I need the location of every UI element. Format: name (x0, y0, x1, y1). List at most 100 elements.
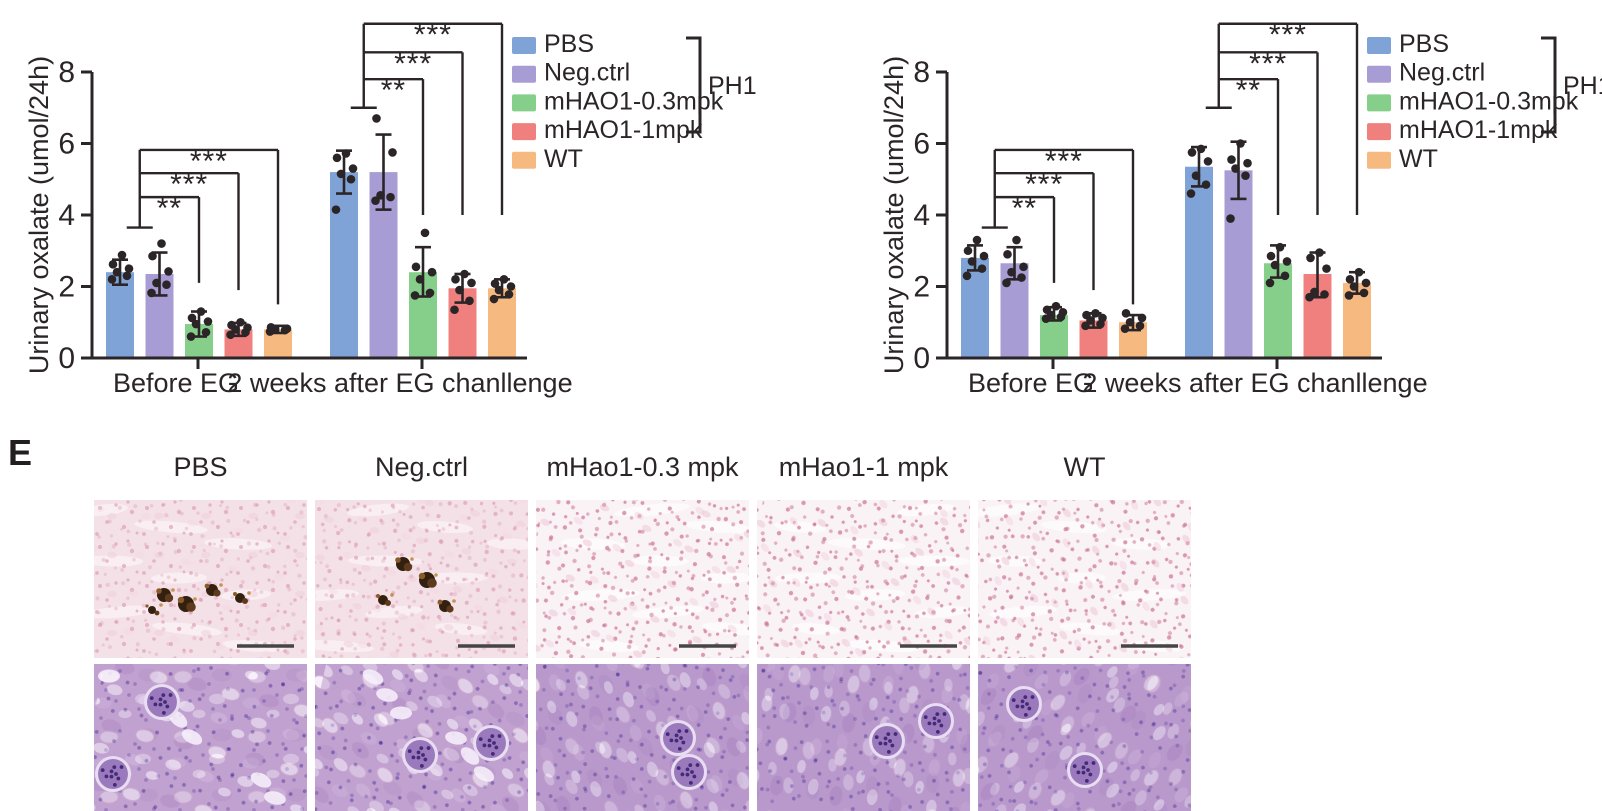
oxalate-crystal-deposits (376, 557, 456, 613)
glomerulus (660, 720, 696, 756)
glomerulus (402, 737, 438, 773)
legend-swatch-wt (1367, 151, 1391, 169)
histology-column-title-mhao1-1: mHao1-1 mpk (778, 452, 949, 482)
histology-image-he-neg-ctrl (315, 664, 528, 811)
svg-text:***: *** (1025, 168, 1063, 201)
histology-image-he-mhao1-0-3-mpk (536, 664, 749, 811)
histology-cell-bottom-1 (315, 664, 528, 811)
svg-text:6: 6 (58, 128, 75, 161)
panel-e-histology: E PBS Neg.ctrl mHao1-0.3 mpk mHao1-1 mpk… (0, 428, 1602, 811)
svg-text:0: 0 (58, 342, 75, 375)
axes (936, 70, 1382, 369)
histology-image-he-mhao1-1-mpk (757, 664, 970, 811)
svg-text:2 weeks after EG chanllenge: 2 weeks after EG chanllenge (1082, 368, 1427, 398)
legend-group-bracket-label: PH1 (1563, 72, 1602, 100)
svg-text:***: *** (190, 145, 228, 178)
svg-text:**: ** (1012, 192, 1037, 225)
histology-image-crystal-mhao1-1-mpk (757, 500, 970, 658)
glomerulus (1006, 686, 1042, 722)
histology-image-he-pbs (94, 664, 307, 811)
histology-cell-bottom-0 (94, 664, 307, 811)
glomerulus (869, 723, 905, 759)
svg-text:**: ** (1236, 74, 1261, 107)
svg-text:Neg.ctrl: Neg.ctrl (1399, 59, 1485, 87)
histology-cell-top-0 (94, 500, 307, 658)
svg-text:Before EG: Before EG (968, 368, 1094, 398)
significance-brackets (126, 22, 504, 305)
histology-cell-bottom-4 (978, 664, 1191, 811)
legend-swatch-wt (512, 151, 536, 169)
histology-column-title-pbs: PBS (173, 452, 228, 482)
legend-group-bracket (1541, 36, 1557, 134)
histology-image-crystal-mhao1-0-3-mpk (536, 500, 749, 658)
histology-column-title-negctrl: Neg.ctrl (374, 452, 469, 482)
legend-swatch-neg-ctrl (1367, 65, 1391, 83)
svg-text:2: 2 (58, 271, 75, 304)
svg-text:mHAO1-1mpk: mHAO1-1mpk (1399, 116, 1558, 144)
svg-text:***: *** (1249, 47, 1287, 80)
histology-image-crystal-wt (978, 500, 1191, 658)
histology-image-crystal-neg-ctrl (315, 500, 528, 658)
svg-text:**: ** (157, 192, 182, 225)
histology-cell-top-3 (757, 500, 970, 658)
svg-text:2 weeks after EG chanllenge: 2 weeks after EG chanllenge (227, 368, 572, 398)
histology-cell-bottom-2 (536, 664, 749, 811)
svg-text:***: *** (394, 47, 432, 80)
significance-labels: **************** (157, 19, 452, 225)
histology-image-crystal-pbs (94, 500, 307, 658)
legend-swatch-pbs (1367, 37, 1391, 54)
svg-text:PBS: PBS (1399, 30, 1449, 58)
svg-text:***: *** (1045, 145, 1083, 178)
histology-column-title-mhao1-03: mHao1-0.3 mpk (546, 452, 739, 482)
svg-text:0: 0 (913, 342, 930, 375)
svg-text:2: 2 (913, 271, 930, 304)
data-points (107, 114, 516, 341)
glomerulus (918, 703, 954, 739)
glomerulus (1067, 752, 1103, 788)
panel-e-label: E (8, 432, 33, 473)
glomerulus (144, 684, 180, 720)
histology-image-he-wt (978, 664, 1191, 811)
svg-text:***: *** (1269, 19, 1307, 52)
histology-cell-top-2 (536, 500, 749, 658)
svg-text:4: 4 (58, 199, 75, 232)
svg-text:Before EG: Before EG (113, 368, 239, 398)
significance-brackets (981, 22, 1359, 305)
oxalate-crystal-deposits (145, 583, 251, 616)
svg-text:PBS: PBS (544, 30, 594, 58)
legend-swatch-pbs (512, 37, 536, 54)
svg-text:***: *** (414, 19, 452, 52)
svg-text:4: 4 (913, 199, 930, 232)
legend-swatch-neg-ctrl (512, 65, 536, 83)
histology-cell-top-4 (978, 500, 1191, 658)
histology-cell-bottom-3 (757, 664, 970, 811)
svg-text:WT: WT (1399, 145, 1438, 173)
svg-text:Urinary oxalate (umol/24h): Urinary oxalate (umol/24h) (879, 56, 909, 374)
svg-text:mHAO1-1mpk: mHAO1-1mpk (544, 116, 703, 144)
glomerulus (473, 725, 509, 761)
svg-text:mHAO1-0.3mpk: mHAO1-0.3mpk (1399, 87, 1579, 115)
legend-group-bracket-label: PH1 (708, 72, 757, 100)
legend-swatch-mhao1-1mpk (512, 123, 536, 141)
svg-text:6: 6 (913, 128, 930, 161)
legend-swatch-mhao1-1mpk (1367, 123, 1391, 141)
svg-text:***: *** (170, 168, 208, 201)
glomerulus (95, 756, 131, 792)
legend-group-bracket (686, 36, 702, 134)
svg-text:Neg.ctrl: Neg.ctrl (544, 59, 630, 87)
data-points (962, 139, 1371, 333)
svg-text:8: 8 (913, 56, 930, 89)
svg-text:Urinary oxalate (umol/24h): Urinary oxalate (umol/24h) (24, 56, 54, 374)
svg-text:mHAO1-0.3mpk: mHAO1-0.3mpk (544, 87, 724, 115)
legend-swatch-mhao1-0-3mpk (1367, 94, 1391, 112)
x-axis-labels: Before EG2 weeks after EG chanllenge (113, 368, 573, 398)
x-axis-labels: Before EG2 weeks after EG chanllenge (968, 368, 1428, 398)
svg-text:8: 8 (58, 56, 75, 89)
